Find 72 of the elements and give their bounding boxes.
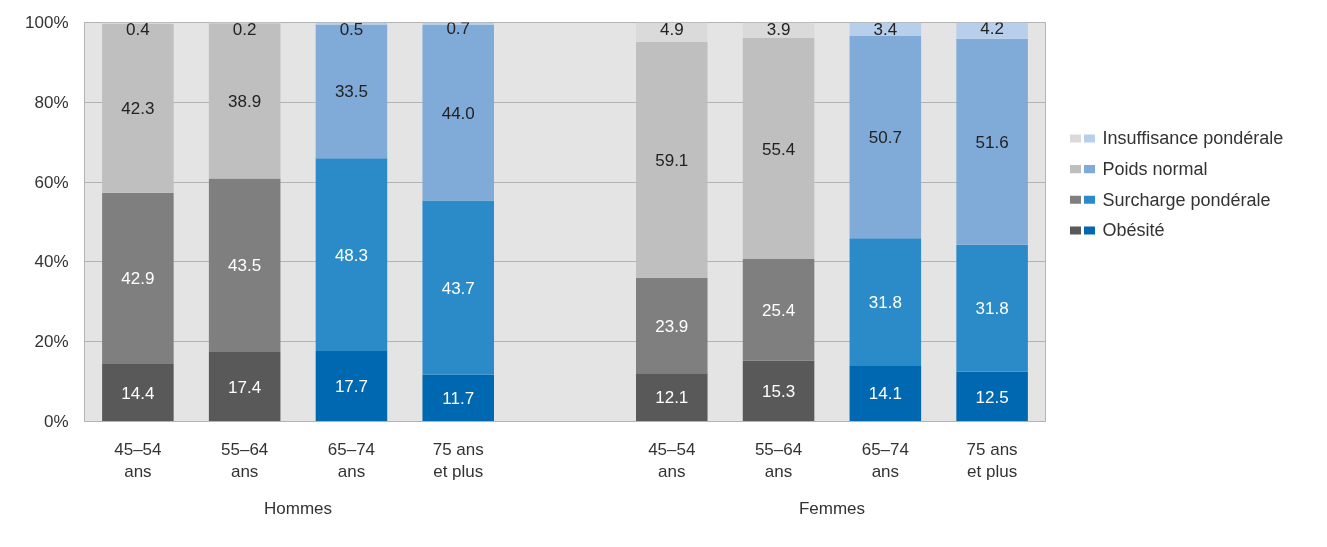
bar [849, 36, 922, 239]
data-label: 0.7 [446, 19, 471, 39]
bar [102, 192, 174, 365]
data-label: 23.9 [655, 316, 689, 336]
data-label: 43.7 [441, 278, 475, 298]
data-label: 38.9 [228, 91, 262, 111]
legend-label: Poids normal [1102, 159, 1208, 180]
x-tick-label: 65–74 ans [861, 439, 909, 482]
bar [422, 200, 494, 375]
data-label: 25.4 [762, 300, 796, 320]
data-label: 51.6 [975, 132, 1009, 152]
y-tick-label: 60% [34, 172, 69, 192]
data-label: 4.9 [659, 19, 684, 39]
y-tick-label: 80% [34, 92, 69, 112]
bar [742, 360, 815, 422]
data-label: 44.0 [441, 103, 475, 123]
bar [102, 364, 174, 422]
x-tick-label: 45–54 ans [648, 439, 696, 482]
data-label: 0.5 [339, 19, 364, 39]
y-tick-label: 40% [34, 252, 69, 272]
data-label: 48.3 [334, 245, 368, 265]
bar [208, 178, 281, 353]
bar [315, 350, 388, 422]
bar [849, 238, 922, 366]
data-label: 12.5 [975, 387, 1009, 407]
x-tick-label: 65–74 ans [327, 439, 376, 482]
x-tick-label: 55–64 ans [221, 439, 269, 482]
x-tick-label: 55–64 ans [754, 439, 803, 482]
bar [315, 24, 388, 159]
data-label: 12.1 [655, 388, 689, 408]
data-label: 55.4 [762, 139, 796, 159]
data-label: 42.9 [121, 269, 155, 289]
bar [956, 38, 1028, 245]
text: Femmes [798, 498, 866, 518]
bar [956, 371, 1028, 422]
legend-label: Surcharge pondérale [1102, 189, 1271, 210]
data-label: 14.1 [868, 384, 902, 404]
y-tick-label: 100% [25, 13, 69, 32]
data-label: 0.4 [126, 19, 150, 39]
bar [208, 352, 281, 422]
bar [956, 244, 1028, 372]
data-label: 14.4 [121, 383, 155, 403]
data-label: 17.7 [334, 377, 368, 397]
legend-label: Obésité [1102, 220, 1165, 241]
y-tick-label: 0% [43, 412, 69, 431]
bar [315, 158, 388, 351]
data-label: 50.7 [868, 128, 902, 148]
bar [636, 277, 708, 374]
data-label: 59.1 [655, 150, 689, 170]
x-tick-label: 75 ans et plus [432, 439, 484, 482]
legend-label: Insuffisance pondérale [1102, 128, 1284, 149]
data-label: 42.3 [121, 99, 155, 119]
x-tick-label: 45–54 ans [114, 439, 162, 482]
bar [422, 374, 494, 422]
y-tick-label: 20% [34, 332, 69, 352]
data-label: 3.4 [873, 19, 898, 39]
text: Hommes [264, 498, 333, 518]
bar [422, 24, 494, 201]
data-label: 17.4 [228, 377, 262, 397]
data-label: 33.5 [334, 82, 368, 102]
data-label: 4.2 [980, 19, 1004, 39]
data-label: 31.8 [868, 292, 902, 312]
data-label: 43.5 [228, 256, 262, 276]
data-label: 0.2 [232, 19, 257, 39]
bar [849, 365, 922, 422]
bar [636, 373, 708, 422]
bar [742, 259, 815, 361]
data-label: 15.3 [762, 381, 796, 401]
data-label: 31.8 [975, 299, 1009, 319]
x-tick-label: 75 ans et plus [966, 439, 1018, 482]
data-label: 11.7 [442, 389, 475, 409]
data-label: 3.9 [766, 19, 791, 39]
